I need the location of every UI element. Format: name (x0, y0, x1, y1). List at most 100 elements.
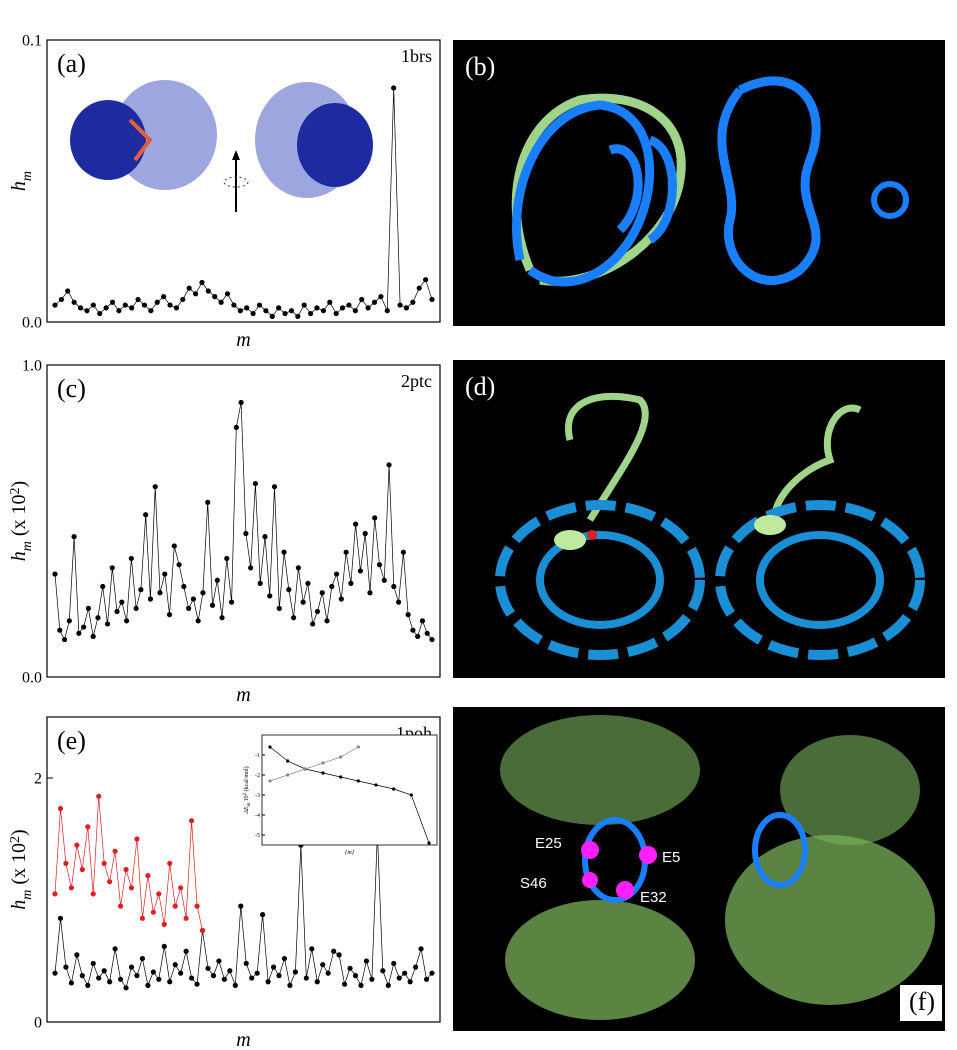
data-point (339, 755, 343, 759)
data-point (303, 767, 307, 771)
annotation: 1brs (401, 46, 432, 66)
data-point (333, 310, 339, 317)
y-axis-label-part: h (8, 181, 30, 191)
data-point (384, 308, 390, 314)
data-point (114, 608, 120, 615)
data-point (295, 565, 301, 571)
data-point (129, 305, 135, 311)
data-point (407, 979, 413, 985)
data-point (65, 288, 71, 294)
y-axis-label: ΔEm 102 (kcal/mol) (243, 766, 252, 814)
data-point (128, 555, 134, 562)
data-point (321, 761, 325, 765)
data-point (90, 891, 96, 897)
data-point (107, 879, 113, 885)
data-point (254, 970, 260, 976)
y-axis-label-part: m (20, 890, 35, 900)
data-point (134, 973, 140, 979)
y-tick-label: 0.0 (22, 314, 42, 331)
y-tick-label: 1.0 (22, 357, 42, 374)
data-point (63, 860, 69, 867)
data-point (339, 305, 346, 311)
data-point (172, 903, 178, 909)
data-point (156, 891, 162, 897)
data-point (376, 562, 383, 568)
data-point (57, 627, 63, 633)
data-point (101, 860, 107, 867)
y-tick-label: -5 (255, 833, 260, 839)
data-point (123, 985, 129, 991)
data-point (154, 299, 160, 305)
data-point (57, 915, 64, 921)
data-point (167, 302, 173, 308)
data-point (139, 915, 146, 921)
data-point (260, 912, 266, 918)
data-point (135, 296, 141, 303)
data-point (101, 968, 107, 974)
data-point (192, 291, 199, 297)
data-point (405, 612, 411, 618)
data-point (365, 305, 371, 311)
data-point (244, 305, 250, 311)
y-axis-label-part: h (8, 900, 30, 910)
data-point (90, 302, 96, 308)
data-point (68, 885, 74, 891)
data-point (363, 958, 370, 964)
data-point (186, 285, 192, 291)
data-point (190, 596, 196, 602)
data-point (96, 793, 102, 799)
data-point (243, 960, 249, 967)
data-point (248, 565, 254, 571)
data-point (219, 615, 225, 621)
y-axis-label-part: m (247, 802, 252, 806)
data-point (268, 745, 272, 749)
data-point (356, 745, 360, 749)
data-point (348, 580, 354, 587)
y-axis-label-part: 2 (8, 836, 23, 843)
data-point (286, 773, 290, 777)
data-point (282, 310, 288, 317)
y-axis-label-part: 2 (8, 487, 23, 494)
data-point (216, 958, 222, 964)
data-point (310, 621, 316, 627)
y-axis-label-part: m (20, 541, 35, 551)
y-tick-label: -1 (255, 753, 260, 759)
data-point (194, 981, 200, 987)
y-axis-label-part: h (8, 551, 30, 561)
data-point (57, 805, 64, 812)
data-point (162, 571, 168, 577)
data-point (353, 521, 359, 527)
data-point (352, 308, 358, 314)
y-axis-label: hm (8, 171, 35, 191)
y-axis-label-part: ) (8, 829, 30, 836)
data-point (385, 982, 391, 989)
data-point (85, 605, 92, 611)
data-point (243, 530, 249, 537)
data-point (237, 308, 243, 314)
data-point (74, 952, 80, 958)
data-point (71, 534, 77, 540)
data-point (139, 955, 146, 962)
panel-label: (f) (909, 987, 935, 1016)
data-point (161, 943, 167, 949)
data-point (423, 976, 430, 982)
data-point (265, 979, 271, 985)
plot-frame (46, 39, 441, 323)
plot-frame (46, 364, 441, 678)
data-point (214, 577, 220, 583)
data-point (346, 302, 352, 308)
data-point (186, 605, 192, 611)
data-point (221, 976, 227, 982)
molecule-image-f (500, 715, 935, 1020)
data-point (395, 599, 402, 605)
data-point (148, 308, 154, 314)
data-point (199, 279, 205, 286)
residue-label: E25 (535, 835, 562, 852)
y-tick-label: 0.1 (22, 32, 42, 49)
data-point (327, 299, 333, 305)
data-point (173, 305, 180, 311)
data-point (320, 308, 326, 314)
data-point (61, 636, 68, 643)
data-point (413, 964, 419, 970)
data-point (252, 480, 259, 487)
